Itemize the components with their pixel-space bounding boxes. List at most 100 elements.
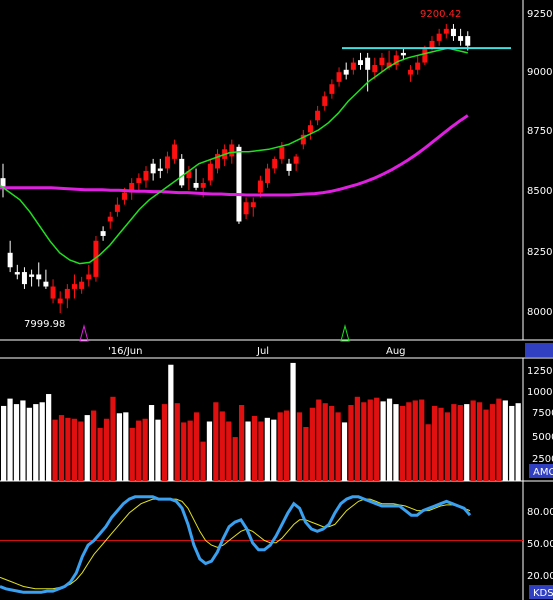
candle-body bbox=[315, 110, 321, 121]
volume-bar bbox=[136, 420, 142, 481]
volume-bar bbox=[181, 422, 187, 481]
candle-body bbox=[365, 57, 371, 70]
volume-bar bbox=[464, 404, 470, 481]
volume-bar bbox=[13, 404, 20, 481]
volume-bar bbox=[438, 407, 444, 481]
candle-body bbox=[72, 284, 77, 289]
volume-bar bbox=[329, 405, 335, 481]
volume-bar bbox=[425, 424, 431, 481]
signal-marker-magenta bbox=[79, 324, 89, 342]
volume-bar bbox=[58, 415, 65, 481]
oscillator-main-line bbox=[0, 495, 472, 594]
candle-body bbox=[400, 52, 406, 56]
volume-bar bbox=[431, 405, 438, 481]
candle-body bbox=[157, 168, 163, 171]
volume-bar bbox=[52, 419, 58, 481]
volume-bar bbox=[361, 402, 367, 481]
volume-bar bbox=[406, 402, 412, 481]
candle-body bbox=[422, 48, 428, 63]
volume-bar bbox=[97, 427, 103, 481]
candle-body bbox=[458, 36, 464, 41]
candle-body bbox=[14, 272, 20, 275]
volume-bar bbox=[129, 427, 135, 481]
volume-bar bbox=[496, 398, 502, 481]
candle-body bbox=[200, 182, 206, 188]
volume-bar bbox=[187, 420, 193, 481]
date-label-jul: Jul bbox=[256, 346, 269, 357]
date-axis-scroll-indicator[interactable] bbox=[525, 343, 553, 357]
osc-badge[interactable]: KDS bbox=[533, 588, 553, 599]
candle-body bbox=[150, 163, 156, 174]
candle-body bbox=[50, 286, 56, 299]
volume-bar bbox=[457, 405, 463, 481]
volume-bar bbox=[258, 421, 264, 481]
candle-body bbox=[86, 274, 92, 280]
volume-bar bbox=[284, 410, 290, 481]
candle-body bbox=[164, 156, 170, 169]
volume-bar bbox=[65, 417, 71, 481]
candle-body bbox=[114, 204, 120, 212]
volume-tick-7500: 7500 bbox=[532, 408, 553, 419]
volume-bar bbox=[290, 362, 296, 481]
date-label-aug: Aug bbox=[386, 346, 406, 357]
candle-body bbox=[93, 240, 99, 277]
date-label-jun: '16/Jun bbox=[108, 346, 142, 357]
volume-bar bbox=[161, 404, 168, 481]
candle-body bbox=[465, 36, 471, 46]
volume-bar bbox=[251, 416, 258, 481]
volume-bar bbox=[226, 421, 232, 481]
osc-tick-20: 20.00 bbox=[527, 571, 553, 582]
volume-tick-10000: 10000 bbox=[527, 387, 553, 398]
volume-bar bbox=[303, 426, 309, 481]
price-tick-9000: 9000 bbox=[527, 67, 552, 78]
price-tick-8000: 8000 bbox=[527, 307, 552, 318]
volume-bar bbox=[470, 400, 476, 481]
candle-body bbox=[207, 163, 213, 181]
osc-badge-bg[interactable] bbox=[529, 585, 553, 599]
moving-average-long bbox=[0, 114, 469, 197]
candle-body bbox=[64, 288, 70, 299]
volume-bar bbox=[316, 399, 322, 481]
volume-bar bbox=[309, 407, 315, 481]
price-tick-8250: 8250 bbox=[527, 247, 552, 258]
candle-body bbox=[7, 252, 13, 268]
volume-bar bbox=[277, 412, 283, 481]
volume-bar bbox=[489, 404, 496, 481]
volume-bar bbox=[148, 405, 155, 481]
volume-bar bbox=[264, 417, 270, 481]
volume-bar bbox=[386, 398, 393, 481]
candle-body bbox=[415, 62, 421, 70]
volume-badge[interactable]: AMC bbox=[533, 467, 553, 478]
candle-body bbox=[122, 192, 128, 200]
volume-bar bbox=[1, 405, 7, 481]
volume-bar bbox=[393, 404, 399, 481]
volume-bar bbox=[322, 403, 328, 481]
candle-body bbox=[386, 62, 392, 68]
volume-bar bbox=[451, 404, 457, 481]
volume-bar bbox=[110, 396, 116, 481]
candle-body bbox=[236, 146, 242, 222]
volume-bar bbox=[123, 412, 129, 481]
volume-tick-2500: 2500 bbox=[532, 454, 553, 465]
candle-body bbox=[43, 281, 49, 287]
oscillator-signal-line bbox=[0, 498, 471, 590]
volume-bar bbox=[412, 400, 418, 481]
volume-bar bbox=[341, 422, 348, 481]
candle-body bbox=[215, 154, 220, 169]
candle-body bbox=[329, 84, 335, 94]
volume-bar bbox=[419, 399, 425, 481]
candle-body bbox=[136, 178, 142, 183]
volume-bar bbox=[238, 405, 245, 481]
volume-bar bbox=[509, 405, 515, 481]
volume-bar bbox=[200, 441, 206, 481]
volume-tick-5000: 5000 bbox=[532, 432, 553, 443]
candle-body bbox=[293, 156, 299, 164]
volume-bar bbox=[296, 412, 303, 481]
volume-bar bbox=[515, 403, 521, 481]
volume-badge-bg[interactable] bbox=[529, 464, 553, 478]
volume-bar bbox=[399, 405, 406, 481]
volume-bar bbox=[91, 410, 97, 481]
candle-body bbox=[0, 178, 6, 188]
candle-body bbox=[143, 170, 149, 181]
